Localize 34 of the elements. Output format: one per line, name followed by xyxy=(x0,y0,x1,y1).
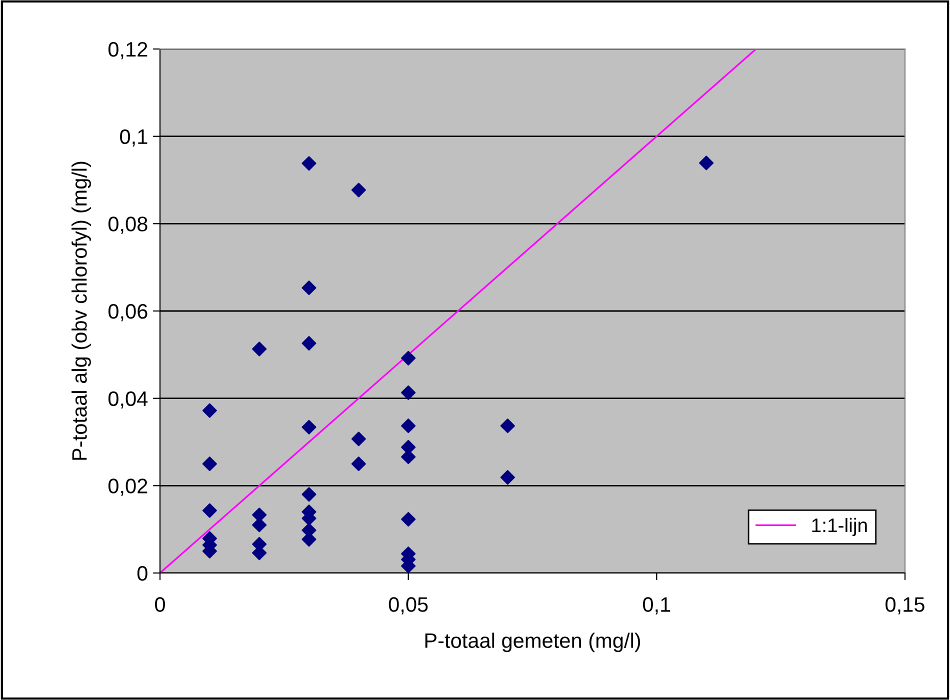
y-tick-label: 0 xyxy=(137,566,148,581)
point xyxy=(500,470,515,485)
point xyxy=(302,487,316,502)
y-tick-label: 0,1 xyxy=(120,129,148,147)
point xyxy=(401,512,416,527)
y-axis-title: P-totaal alg (obv chlorofyl) (mg/l) xyxy=(72,162,91,460)
x-tick-label: 0,05 xyxy=(388,597,428,614)
point xyxy=(401,385,416,400)
y-tick-label: 0,12 xyxy=(108,42,148,60)
y-tick-label: 0,04 xyxy=(108,391,148,409)
y-tick-label: 0,02 xyxy=(108,478,148,496)
x-tick-label: 0 xyxy=(155,597,165,612)
point xyxy=(202,403,217,418)
point xyxy=(202,456,217,472)
point xyxy=(302,420,316,434)
point xyxy=(302,336,316,351)
y-tick-label: 0,06 xyxy=(108,304,148,322)
point xyxy=(252,518,267,532)
point xyxy=(401,418,416,434)
point xyxy=(351,432,366,446)
point xyxy=(202,503,217,518)
point xyxy=(401,350,416,366)
point xyxy=(302,156,316,171)
x-tick-label: 0,1 xyxy=(643,597,670,614)
point xyxy=(252,342,267,356)
point xyxy=(351,182,366,198)
x-axis-title: P-totaal gemeten (mg/l) xyxy=(425,632,640,652)
x-tick-label: 0,15 xyxy=(886,597,924,614)
point xyxy=(302,280,316,296)
point xyxy=(351,456,366,472)
y-tick-label: 0,08 xyxy=(108,216,148,234)
point xyxy=(699,156,714,170)
point xyxy=(500,418,515,434)
legend-label: 1:1-lijn xyxy=(812,518,867,536)
